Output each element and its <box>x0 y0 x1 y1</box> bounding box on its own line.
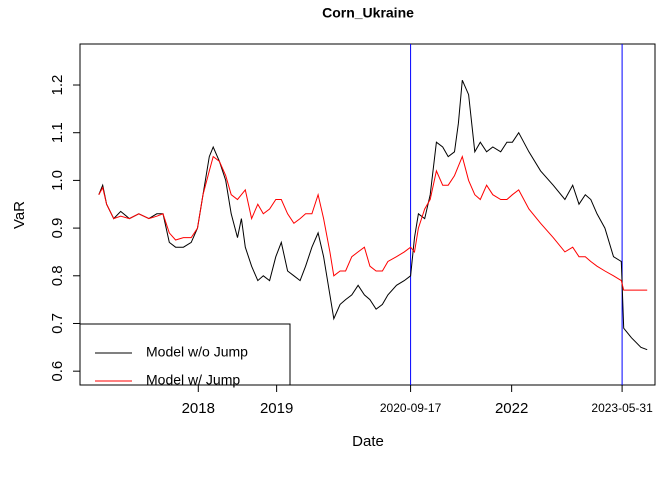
y-tick-label: 0.8 <box>49 265 66 286</box>
y-tick-label: 1.2 <box>49 75 66 96</box>
x-tick-label: 2018 <box>182 400 215 417</box>
legend-label: Model w/o Jump <box>146 344 248 360</box>
y-tick-label: 0.6 <box>49 361 66 382</box>
y-tick-label: 0.7 <box>49 313 66 334</box>
y-tick-label: 1.1 <box>49 122 66 143</box>
legend-box <box>79 323 291 386</box>
x-axis-label: Date <box>352 433 384 450</box>
y-axis-label: VaR <box>11 201 28 229</box>
legend-label: Model w/ Jump <box>146 372 240 388</box>
series-line <box>98 155 648 291</box>
x-tick-label: 2023-05-31 <box>591 401 653 415</box>
x-tick-label: 2020-09-17 <box>380 401 442 415</box>
y-tick-label: 1.0 <box>49 170 66 191</box>
y-tick-label: 0.9 <box>49 218 66 239</box>
plot-frame <box>79 43 656 386</box>
chart-title: Corn_Ukraine <box>322 5 414 21</box>
x-tick-label: 2019 <box>260 400 293 417</box>
x-tick-label: 2022 <box>495 400 528 417</box>
series-line <box>98 79 648 351</box>
